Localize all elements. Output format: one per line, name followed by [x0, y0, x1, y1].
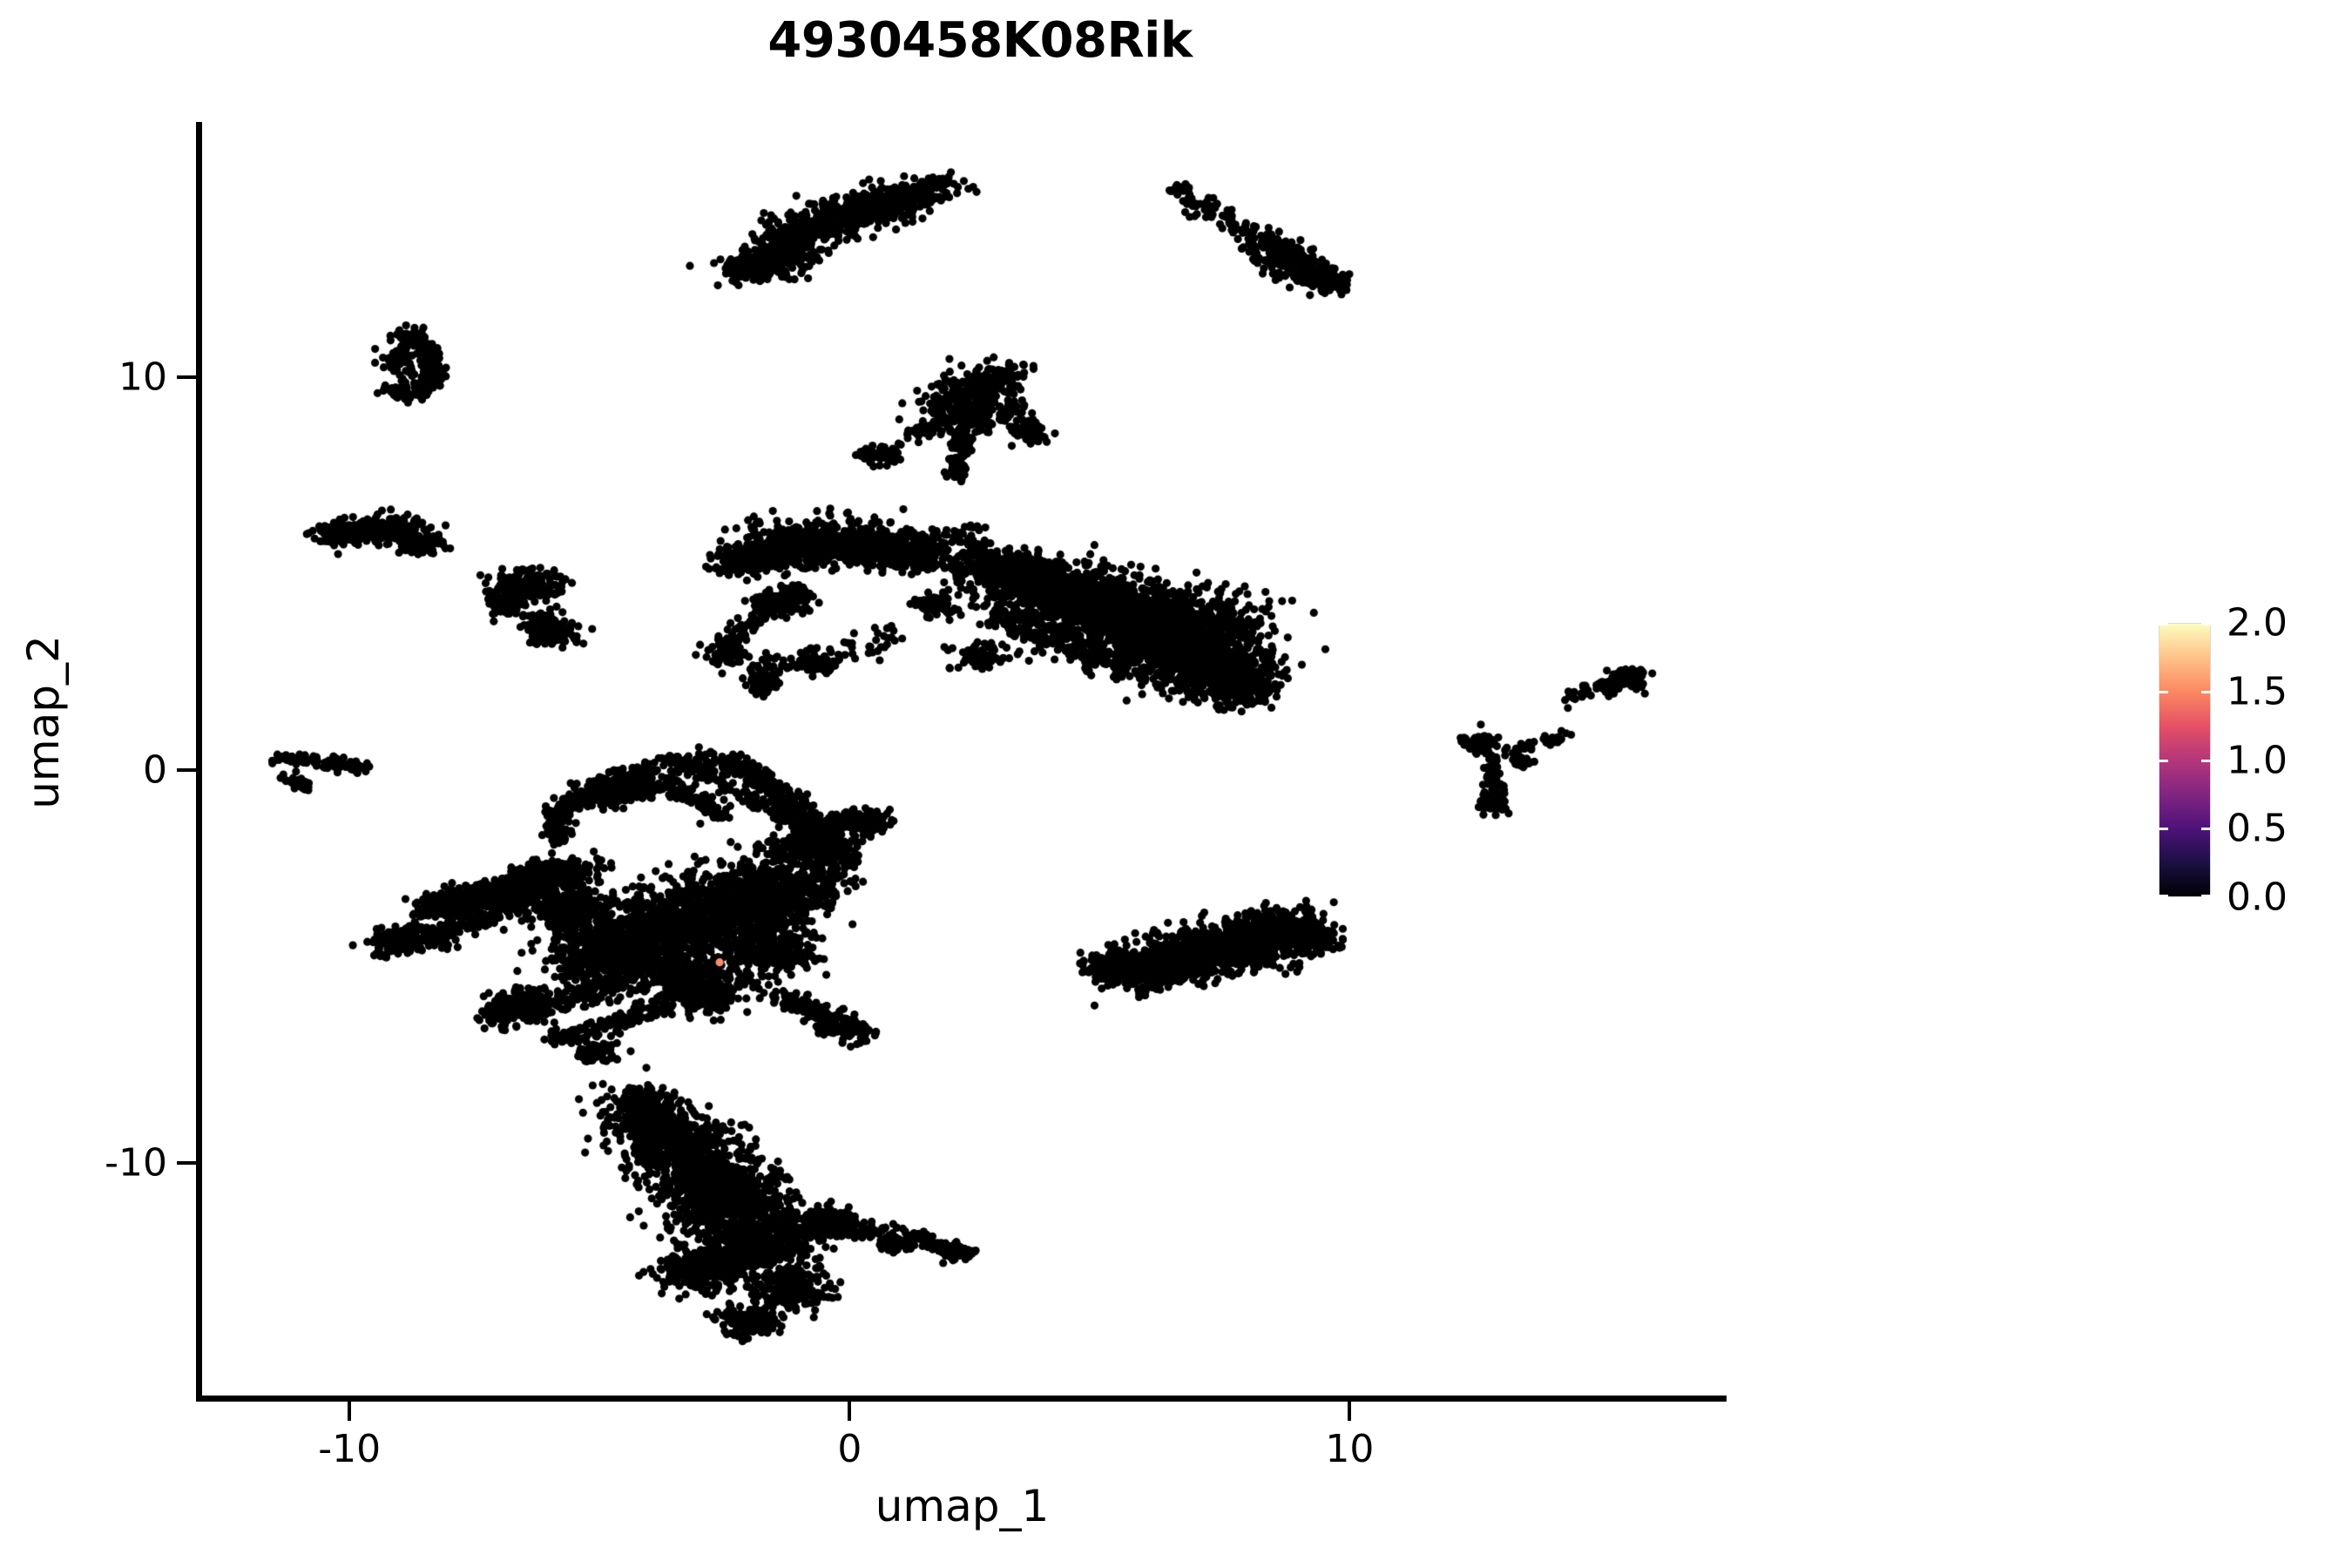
scatter-points-layer [199, 122, 1725, 1398]
x-tick-mark [848, 1402, 852, 1421]
y-tick-label: 10 [118, 355, 167, 400]
colorbar-tick-mark [2159, 623, 2168, 625]
colorbar-tick-mark [2159, 759, 2168, 762]
y-tick-mark [177, 375, 196, 379]
y-tick-label: 0 [143, 747, 167, 793]
colorbar-tick-label: 1.5 [2227, 669, 2288, 714]
colorbar[interactable]: 2.0 1.5 1.0 0.5 0.0 [2159, 601, 2288, 920]
colorbar-tick-mark [2201, 623, 2211, 625]
colorbar-tick-mark [2159, 895, 2168, 897]
x-tick-label: 0 [837, 1427, 862, 1471]
y-axis-label: umap_2 [18, 635, 69, 809]
x-tick-mark [1348, 1402, 1352, 1421]
x-axis-label: umap_1 [875, 1481, 1050, 1531]
colorbar-tick-mark [2159, 690, 2168, 693]
colorbar-tick-label: 1.0 [2227, 738, 2288, 782]
x-axis-spine [196, 1396, 1727, 1402]
x-tick-label: -10 [318, 1427, 382, 1471]
y-tick-mark [177, 767, 196, 772]
colorbar-tick-mark [2201, 690, 2211, 693]
colorbar-tick-label: 2.0 [2227, 600, 2288, 645]
colorbar-tick-mark [2201, 759, 2211, 762]
colorbar-tick-label: 0.5 [2227, 806, 2288, 851]
colorbar-tick-mark [2201, 828, 2211, 831]
y-axis-spine [196, 122, 202, 1402]
colorbar-tick-label: 0.0 [2227, 875, 2288, 920]
x-tick-mark [348, 1402, 352, 1421]
y-tick-mark [177, 1160, 196, 1165]
y-tick-label: -10 [105, 1140, 167, 1186]
colorbar-tick-mark [2201, 895, 2211, 897]
page-title: 4930458K08Rik [767, 12, 1193, 69]
colorbar-tick-mark [2159, 828, 2168, 831]
plot-area [199, 122, 1725, 1398]
x-tick-label: 10 [1325, 1427, 1375, 1471]
